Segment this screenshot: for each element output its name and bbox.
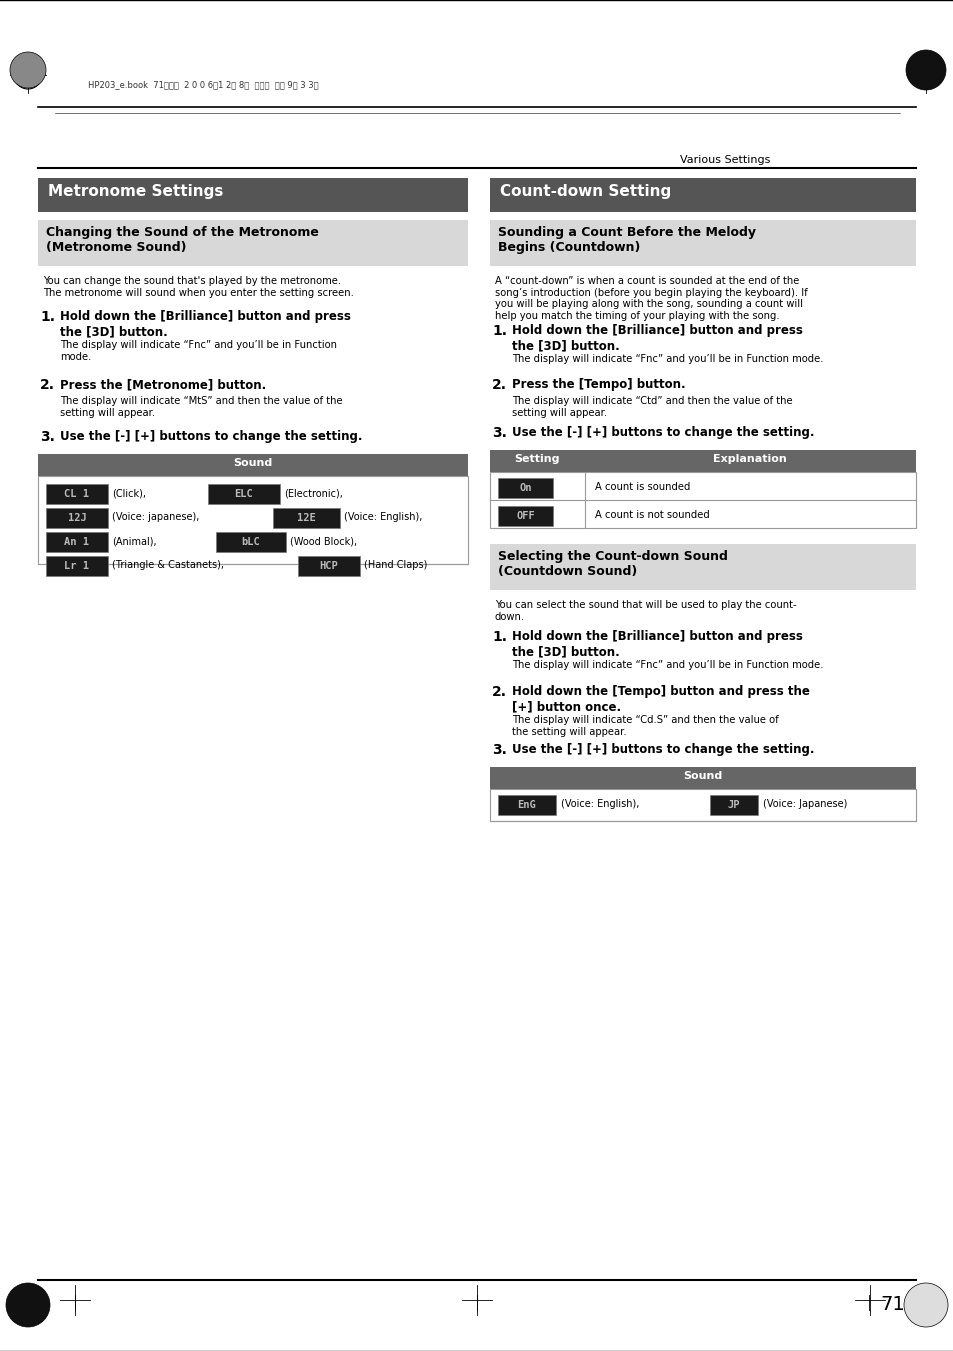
Text: Press the [Metronome] button.: Press the [Metronome] button. [60,378,266,390]
Text: (Hand Claps): (Hand Claps) [364,561,427,570]
Text: Press the [Tempo] button.: Press the [Tempo] button. [512,378,685,390]
Bar [497,794,556,815]
Bar [46,532,108,553]
Bar [490,178,915,212]
Text: 12E: 12E [296,513,315,523]
Text: HCP: HCP [319,561,338,571]
Bar [46,557,108,576]
Text: 12J: 12J [68,513,87,523]
Text: (Voice: English),: (Voice: English), [344,512,422,521]
Bar [490,767,915,789]
Text: Selecting the Count-down Sound
(Countdown Sound): Selecting the Count-down Sound (Countdow… [497,550,727,578]
Bar [208,484,280,504]
Text: Hold down the [Brilliance] button and press
the [3D] button.: Hold down the [Brilliance] button and pr… [512,324,802,353]
Bar [38,220,468,266]
Bar [46,508,108,528]
Text: Sound: Sound [233,458,273,467]
Bar [490,450,915,471]
Bar [490,544,915,590]
Bar [38,454,468,476]
Circle shape [903,1283,947,1327]
Text: A count is not sounded: A count is not sounded [595,509,709,520]
Text: Setting: Setting [514,454,559,463]
Text: You can change the sound that's played by the metronome.
The metronome will soun: You can change the sound that's played b… [43,276,354,297]
Text: Explanation: Explanation [713,454,786,463]
Text: ELC: ELC [234,489,253,499]
Text: Lr 1: Lr 1 [65,561,90,571]
Text: Various Settings: Various Settings [679,155,770,165]
Text: The display will indicate “Cd.S” and then the value of
the setting will appear.: The display will indicate “Cd.S” and the… [512,715,778,736]
Text: (Wood Block),: (Wood Block), [290,536,356,546]
Text: (Triangle & Castanets),: (Triangle & Castanets), [112,561,224,570]
Bar [709,794,758,815]
Bar [490,220,915,266]
Text: Hold down the [Tempo] button and press the
[+] button once.: Hold down the [Tempo] button and press t… [512,685,809,713]
Text: Use the [-] [+] buttons to change the setting.: Use the [-] [+] buttons to change the se… [60,430,362,443]
Text: 2.: 2. [492,685,506,698]
Circle shape [905,50,945,91]
Bar [273,508,339,528]
Text: Use the [-] [+] buttons to change the setting.: Use the [-] [+] buttons to change the se… [512,743,814,757]
Text: Sounding a Count Before the Melody
Begins (Countdown): Sounding a Count Before the Melody Begin… [497,226,755,254]
Text: Sound: Sound [682,771,721,781]
Text: 3.: 3. [492,426,506,440]
Text: (Electronic),: (Electronic), [284,488,342,499]
Text: A count is sounded: A count is sounded [595,482,690,492]
Bar [215,532,286,553]
Circle shape [6,1283,50,1327]
Bar [297,557,359,576]
Bar [490,471,915,528]
Text: OFF: OFF [516,511,535,521]
Text: The display will indicate “Fnc” and you’ll be in Function mode.: The display will indicate “Fnc” and you’… [512,354,822,363]
Circle shape [10,51,46,88]
Text: Use the [-] [+] buttons to change the setting.: Use the [-] [+] buttons to change the se… [512,426,814,439]
Text: Hold down the [Brilliance] button and press
the [3D] button.: Hold down the [Brilliance] button and pr… [60,309,351,338]
Text: EnG: EnG [517,800,536,811]
Text: CL 1: CL 1 [65,489,90,499]
Text: 1.: 1. [492,324,506,338]
Text: Hold down the [Brilliance] button and press
the [3D] button.: Hold down the [Brilliance] button and pr… [512,630,802,658]
Text: 3.: 3. [40,430,55,444]
Bar [490,789,915,821]
Bar [497,478,553,499]
Bar [497,507,553,526]
Bar [46,484,108,504]
Text: (Voice: japanese),: (Voice: japanese), [112,512,199,521]
Text: The display will indicate “Fnc” and you’ll be in Function
mode.: The display will indicate “Fnc” and you’… [60,340,336,362]
Text: 71: 71 [879,1296,903,1315]
Text: bLC: bLC [241,536,260,547]
Text: The display will indicate “Ctd” and then the value of the
setting will appear.: The display will indicate “Ctd” and then… [512,396,792,417]
Bar [38,476,468,563]
Text: 2.: 2. [40,378,55,392]
Text: The display will indicate “Fnc” and you’ll be in Function mode.: The display will indicate “Fnc” and you’… [512,661,822,670]
Text: A “count-down” is when a count is sounded at the end of the
song’s introduction : A “count-down” is when a count is sounde… [495,276,807,320]
Text: 1.: 1. [492,630,506,644]
Text: The display will indicate “MtS” and then the value of the
setting will appear.: The display will indicate “MtS” and then… [60,396,342,417]
Text: Changing the Sound of the Metronome
(Metronome Sound): Changing the Sound of the Metronome (Met… [46,226,318,254]
Text: (Click),: (Click), [112,488,146,499]
Text: Metronome Settings: Metronome Settings [48,184,223,199]
Bar [38,178,468,212]
Text: On: On [518,484,531,493]
Text: Count-down Setting: Count-down Setting [499,184,671,199]
Text: (Animal),: (Animal), [112,536,156,546]
Text: 3.: 3. [492,743,506,757]
Text: You can select the sound that will be used to play the count-
down.: You can select the sound that will be us… [495,600,796,621]
Text: An 1: An 1 [65,536,90,547]
Text: (Voice: English),: (Voice: English), [560,798,639,809]
Text: JP: JP [727,800,740,811]
Text: 2.: 2. [492,378,506,392]
Text: 1.: 1. [40,309,55,324]
Text: HP203_e.book  71ページ  2 0 0 6年1 2月 8日  金曜日  午前 9時 3 3分: HP203_e.book 71ページ 2 0 0 6年1 2月 8日 金曜日 午… [88,80,318,89]
Text: (Voice: Japanese): (Voice: Japanese) [762,798,846,809]
